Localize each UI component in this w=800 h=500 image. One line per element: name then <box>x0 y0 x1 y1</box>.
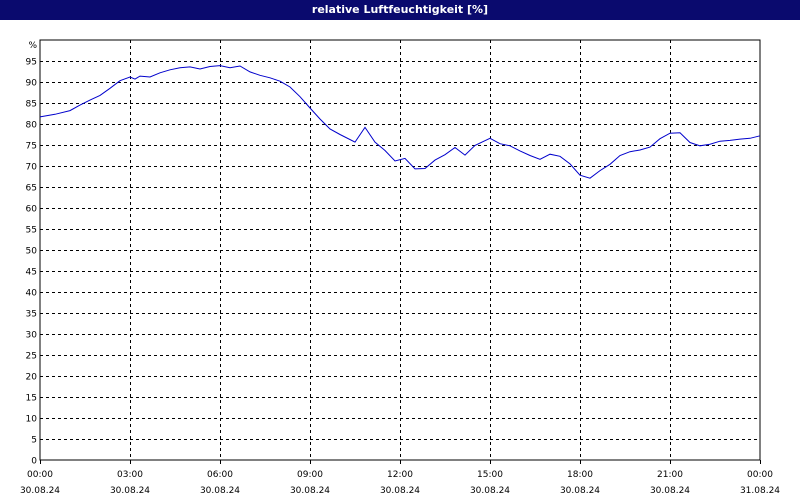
x-tick-time: 06:00 <box>207 470 233 480</box>
y-tick-label: 55 <box>26 226 37 236</box>
y-tick-label: 70 <box>26 163 38 173</box>
x-tick-date: 30.08.24 <box>20 486 60 496</box>
x-tick-date: 30.08.24 <box>470 486 510 496</box>
x-tick-date: 30.08.24 <box>380 486 420 496</box>
y-tick-label: 80 <box>26 121 38 131</box>
x-tick-date: 30.08.24 <box>650 486 690 496</box>
y-tick-label: 30 <box>26 331 38 341</box>
x-tick-date: 30.08.24 <box>290 486 330 496</box>
x-tick-time: 09:00 <box>297 470 323 480</box>
y-tick-label: 5 <box>31 436 37 446</box>
y-tick-label: 40 <box>26 289 38 299</box>
y-tick-label: 25 <box>26 352 37 362</box>
x-tick-time: 18:00 <box>567 470 593 480</box>
x-tick-date: 30.08.24 <box>110 486 150 496</box>
humidity-series-line <box>39 65 761 179</box>
y-tick-label: 75 <box>26 142 37 152</box>
x-tick-time: 21:00 <box>657 470 683 480</box>
x-tick-time: 03:00 <box>117 470 143 480</box>
y-tick-label: 65 <box>26 184 37 194</box>
x-tick-time: 15:00 <box>477 470 503 480</box>
y-axis-label: % <box>28 41 37 51</box>
y-tick-label: 0 <box>31 457 37 467</box>
y-tick-label: 15 <box>26 394 37 404</box>
y-tick-label: 20 <box>26 373 38 383</box>
x-tick-date: 30.08.24 <box>200 486 240 496</box>
x-tick-date: 30.08.24 <box>560 486 600 496</box>
x-tick-time: 00:00 <box>27 470 53 480</box>
y-tick-label: 50 <box>26 247 38 257</box>
x-tick-date: 31.08.24 <box>740 486 780 496</box>
y-tick-label: 35 <box>26 310 37 320</box>
y-tick-label: 45 <box>26 268 37 278</box>
x-tick-time: 12:00 <box>387 470 413 480</box>
y-tick-label: 60 <box>26 205 38 215</box>
x-tick-time: 00:00 <box>747 470 773 480</box>
y-tick-label: 95 <box>26 58 37 68</box>
y-tick-label: 10 <box>26 415 38 425</box>
y-tick-label: 90 <box>26 79 38 89</box>
chart-title: relative Luftfeuchtigkeit [%] <box>0 0 800 20</box>
y-tick-label: 85 <box>26 100 37 110</box>
